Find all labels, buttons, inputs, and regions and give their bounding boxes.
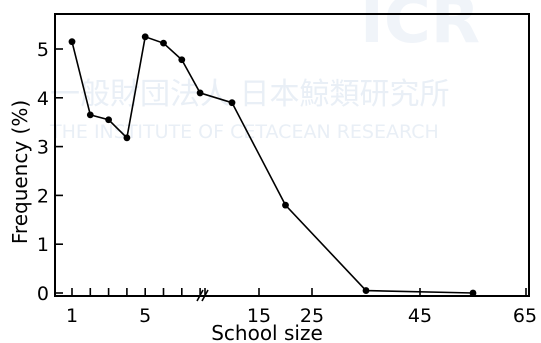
data-point <box>282 201 289 209</box>
y-axis-ticks: 0 1 2 3 4 5 <box>37 39 63 305</box>
data-point <box>362 287 370 294</box>
y-axis-label: Frequency (%) <box>8 100 32 244</box>
y-tick-label: 4 <box>37 88 49 110</box>
x-axis-label: School size <box>211 321 323 343</box>
x-axis-ticks: 1 5 15 25 45 65 <box>66 288 537 327</box>
y-tick-label: 2 <box>37 185 49 207</box>
data-point <box>228 99 236 107</box>
x-tick-label: 45 <box>408 305 432 327</box>
x-tick-label: 1 <box>66 305 78 327</box>
data-point <box>196 89 204 97</box>
x-tick-label: 5 <box>139 305 151 327</box>
data-point <box>160 39 167 47</box>
data-point <box>469 289 477 297</box>
x-tick-label: 15 <box>247 305 271 327</box>
data-point <box>105 116 112 124</box>
data-point <box>178 56 186 64</box>
data-point <box>86 111 94 119</box>
data-point <box>68 38 76 46</box>
plot-frame <box>54 13 530 297</box>
y-tick-label: 0 <box>37 283 49 305</box>
y-tick-label: 1 <box>37 234 49 256</box>
watermark: ICR 一般財団法人 日本鯨類研究所 THE INSTITUTE OF CETA… <box>49 0 480 143</box>
x-tick-label: 25 <box>300 305 324 327</box>
data-point <box>123 134 131 142</box>
series-points <box>68 33 477 297</box>
y-tick-label: 5 <box>37 39 49 61</box>
data-point <box>141 33 149 41</box>
watermark-logo: ICR <box>360 0 480 58</box>
watermark-line2: THE INSTITUTE OF CETACEAN RESEARCH <box>49 121 439 143</box>
y-tick-label: 3 <box>37 137 49 159</box>
watermark-line1: 一般財団法人 日本鯨類研究所 <box>50 77 450 112</box>
series-line <box>71 35 474 294</box>
x-tick-label: 65 <box>513 305 537 327</box>
x-axis-break <box>196 289 209 302</box>
